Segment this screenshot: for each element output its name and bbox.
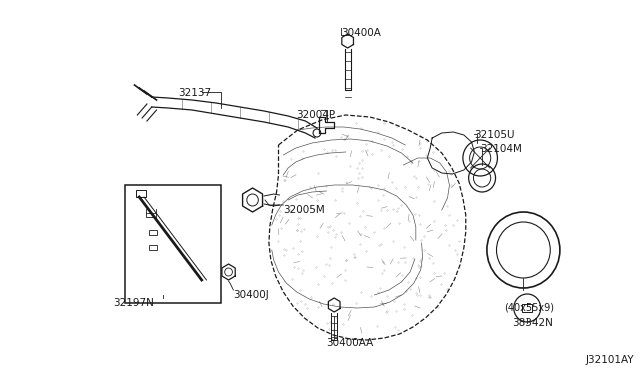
Text: 32104M: 32104M xyxy=(480,144,522,154)
Bar xyxy=(149,245,157,250)
Text: 32004P: 32004P xyxy=(296,110,335,120)
Text: 32137: 32137 xyxy=(178,88,211,98)
Text: 38342N: 38342N xyxy=(512,318,553,328)
Text: 32197N: 32197N xyxy=(113,298,154,308)
Bar xyxy=(136,190,146,197)
Text: 32005M: 32005M xyxy=(284,205,325,215)
Text: 30400A: 30400A xyxy=(341,28,381,38)
Text: (40x55x9): (40x55x9) xyxy=(504,302,554,312)
Text: 30400J: 30400J xyxy=(234,290,269,300)
Bar xyxy=(149,230,157,235)
Text: J32101AY: J32101AY xyxy=(586,355,634,365)
Bar xyxy=(522,304,532,312)
Bar xyxy=(125,185,221,303)
Text: 32105U: 32105U xyxy=(474,130,515,140)
Text: 30400AA: 30400AA xyxy=(326,338,374,348)
